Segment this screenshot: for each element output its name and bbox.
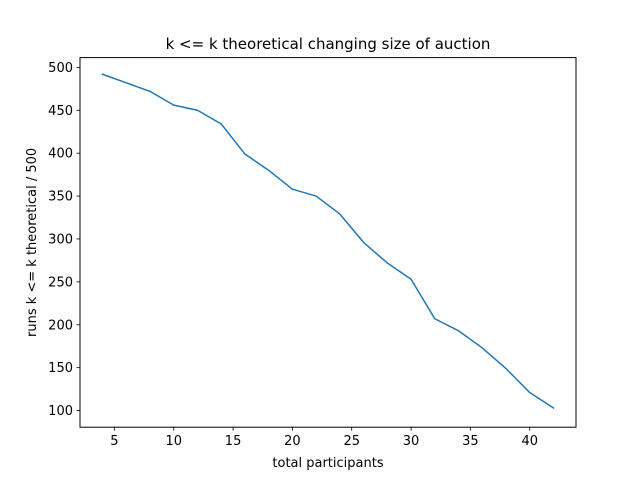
x-axis-label: total participants [272,456,383,471]
y-tick-label: 200 [48,318,73,333]
y-axis: 100 150 200 250 300 350 400 450 500 [48,61,80,419]
x-tick-label: 25 [343,434,360,449]
x-tick-label: 10 [165,434,182,449]
y-tick-label: 100 [48,404,73,419]
y-tick-label: 400 [48,147,73,162]
y-tick-label: 150 [48,361,73,376]
x-tick-label: 35 [462,434,479,449]
x-tick-label: 15 [225,434,242,449]
series-line [101,73,555,410]
y-axis-label: runs k <= k theoretical / 500 [25,148,40,337]
x-tick-label: 20 [284,434,301,449]
y-tick-label: 500 [48,61,73,76]
y-tick-label: 350 [48,190,73,205]
x-tick-label: 30 [403,434,420,449]
x-tick-label: 5 [110,434,118,449]
series-layer [101,73,555,410]
chart-title: k <= k theoretical changing size of auct… [166,35,491,53]
y-tick-label: 450 [48,104,73,119]
y-tick-label: 300 [48,232,73,247]
x-tick-label: 40 [521,434,538,449]
y-tick-label: 250 [48,275,73,290]
plot-frame [79,57,577,428]
x-axis: 5 10 15 20 25 30 35 40 [110,427,538,449]
